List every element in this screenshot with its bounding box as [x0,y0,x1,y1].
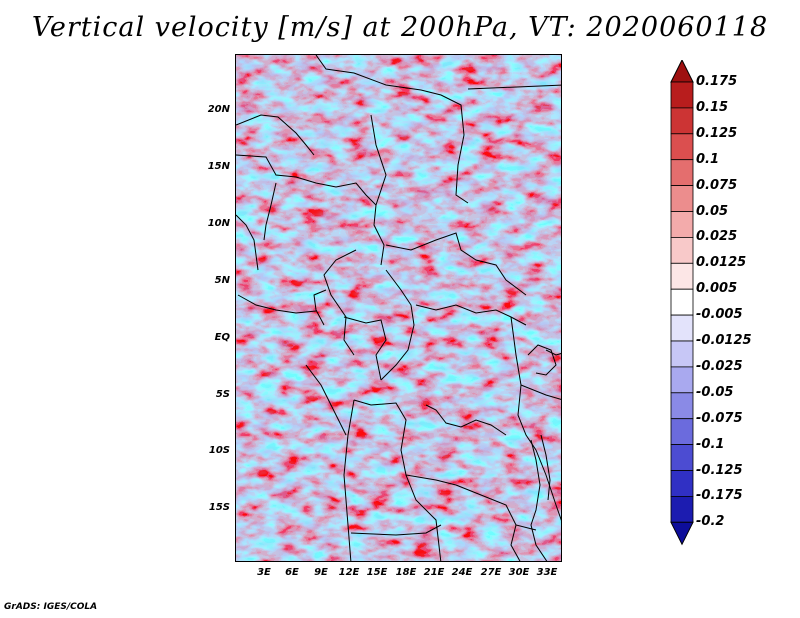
lon-label-12e: 12E [338,567,360,578]
colorbar-box [670,236,694,264]
colorbar-box [670,418,694,446]
colorbar-tick-label: 0.05 [696,203,729,219]
lon-label-18e: 18E [395,567,417,578]
colorbar-box [670,314,694,342]
colorbar-box [670,495,694,523]
colorbar-box [670,340,694,368]
colorbar-tick-label: -0.125 [696,462,743,478]
colorbar-box [670,159,694,186]
colorbar-box [670,288,694,316]
colorbar-box [670,392,694,420]
colorbar-tick-label: 0.175 [696,74,738,89]
colorbar-box [670,107,694,135]
velocity-map [235,54,562,562]
lon-label-6e: 6E [285,567,299,578]
colorbar-tick-label: 0.1 [696,151,720,167]
colorbar-box [670,470,694,497]
velocity-field [236,55,561,561]
lat-label-20n: 20N [207,104,230,115]
colorbar-tick-label: -0.0125 [696,333,752,348]
lon-label-30e: 30E [508,567,530,578]
colorbar [670,60,694,546]
lon-label-3e: 3E [257,567,271,578]
country-borders [236,55,561,561]
colorbar-tick-label: 0.15 [696,99,729,115]
lon-label-15e: 15E [366,567,388,578]
lat-label-5s: 5S [215,389,230,400]
lat-label-10n: 10N [207,218,230,229]
colorbar-tick-label: -0.1 [696,436,725,452]
colorbar-tick-label: 0.0125 [696,255,747,271]
colorbar-bottom-triangle [670,521,694,546]
colorbar-tick-label: -0.025 [696,358,743,374]
colorbar-box [670,262,694,290]
colorbar-box [670,366,694,394]
colorbar-tick-label: 0.125 [696,125,738,141]
colorbar-box [670,81,694,109]
colorbar-tick-label: -0.075 [696,410,743,426]
lat-label-5n: 5N [214,275,230,286]
colorbar-tick-label: 0.075 [696,177,738,193]
colorbar-tick-label: -0.05 [696,384,734,400]
lon-label-9e: 9E [314,567,328,578]
colorbar-tick-label: 0.025 [696,229,738,245]
colorbar-tick-label: -0.005 [696,307,743,323]
lat-label-15n: 15N [207,161,230,172]
lat-label-15s: 15S [208,502,230,513]
lon-label-33e: 33E [536,567,558,578]
colorbar-box [670,133,694,161]
colorbar-tick-label: -0.175 [696,488,743,504]
map-title: Vertical velocity [m/s] at 200hPa, VT: 2… [31,12,769,43]
colorbar-box [670,444,694,471]
credit-label: GrADS: IGES/COLA [4,602,98,612]
lon-label-27e: 27E [480,567,502,578]
lat-label-eq: EQ [214,332,230,343]
colorbar-tick-label: 0.005 [696,281,738,297]
lon-label-21e: 21E [423,567,445,578]
colorbar-box [670,211,694,238]
lon-label-24e: 24E [451,567,473,578]
colorbar-box [670,185,694,212]
lat-label-10s: 10S [208,445,230,456]
colorbar-top-triangle [670,60,694,83]
colorbar-tick-label: -0.2 [696,514,725,530]
